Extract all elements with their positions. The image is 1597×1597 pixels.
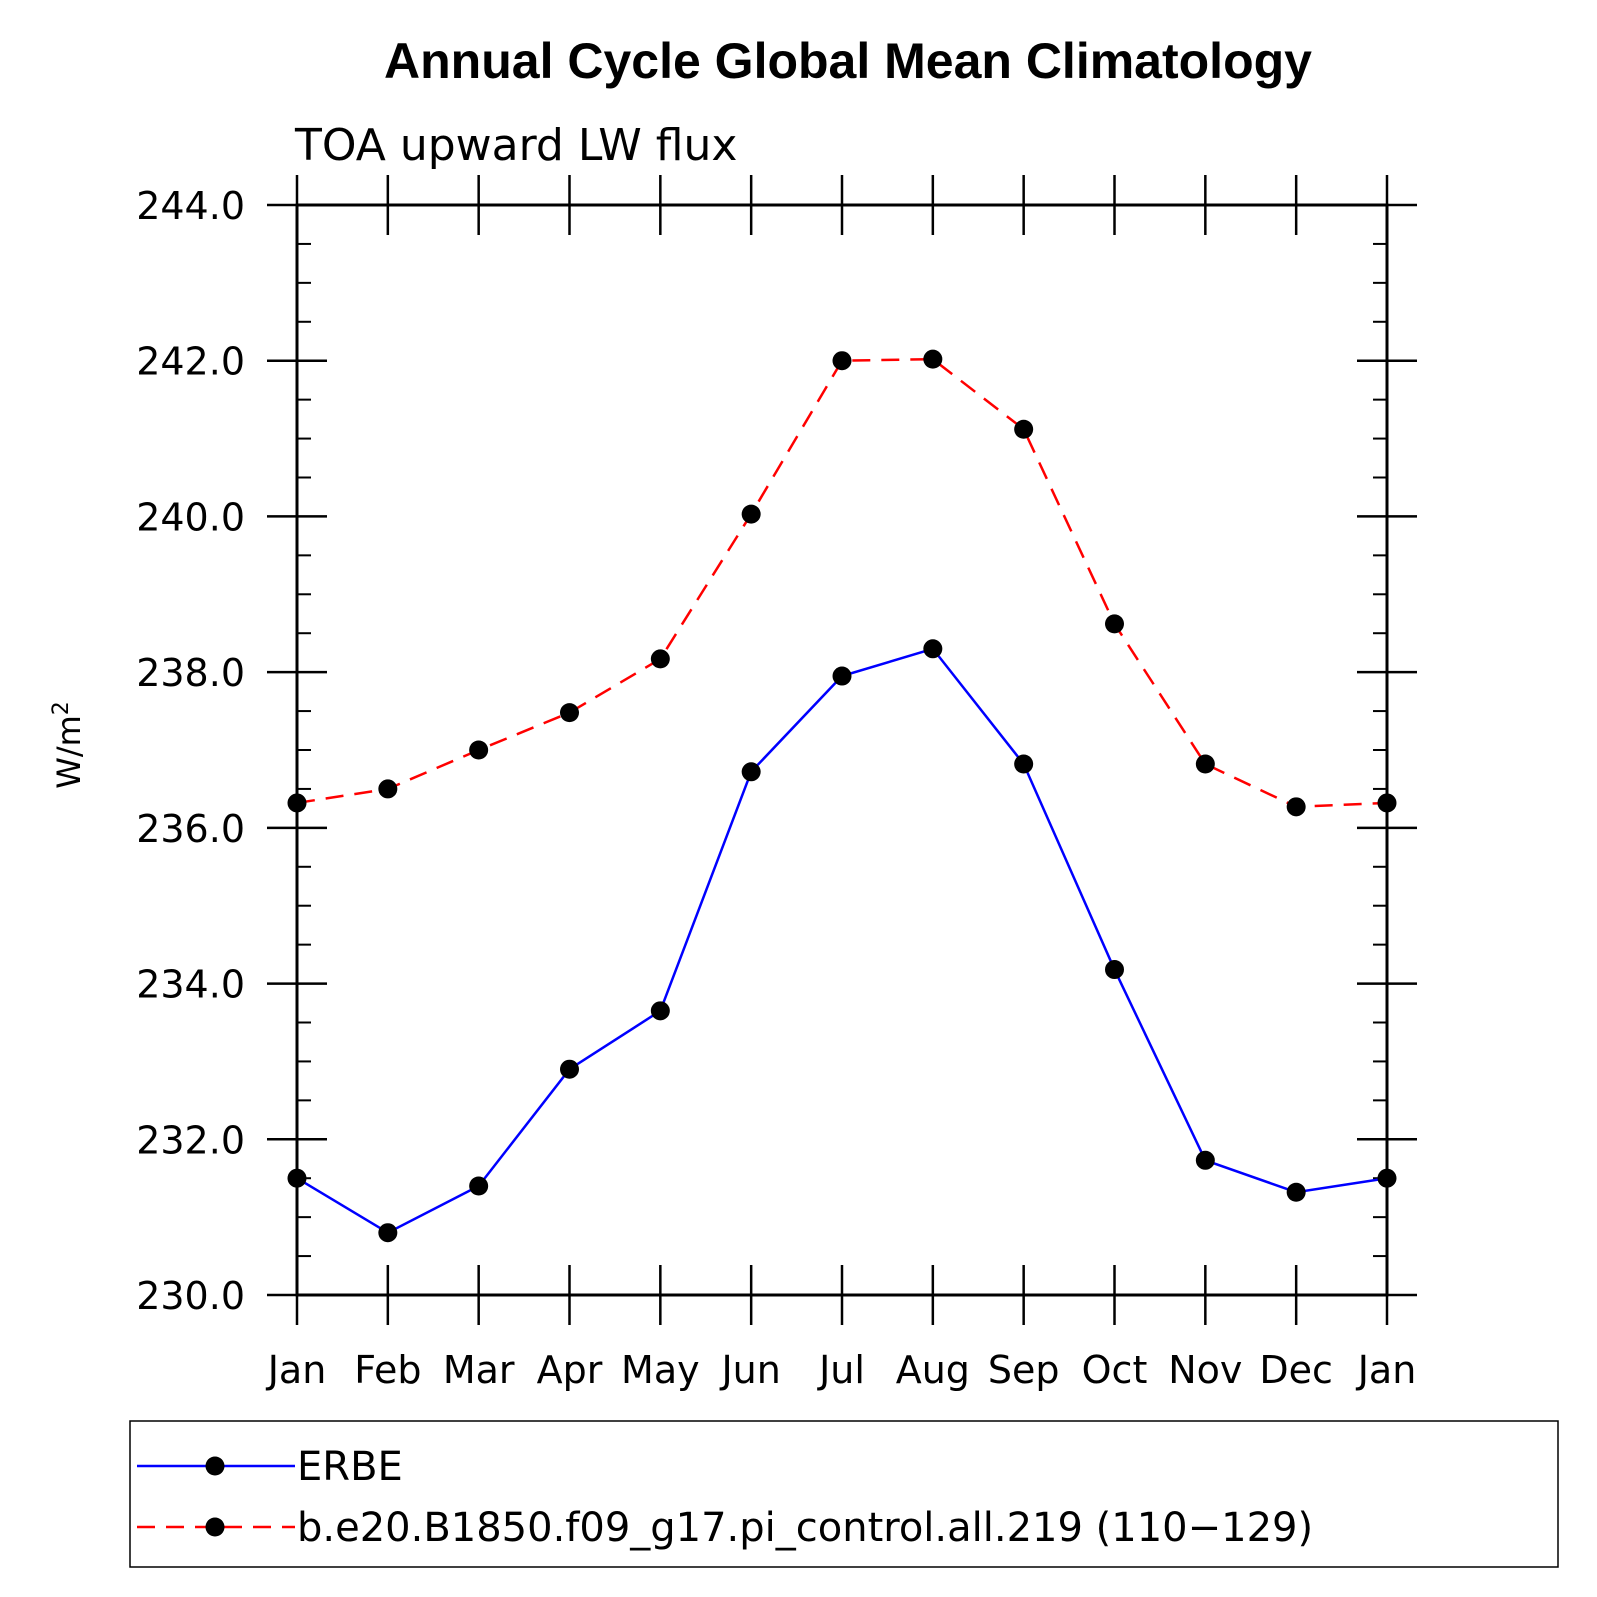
series-2-point xyxy=(923,349,943,369)
series-2-point xyxy=(1195,754,1215,774)
x-tick-label: Nov xyxy=(1168,1348,1242,1392)
series-1-point xyxy=(560,1059,579,1079)
y-tick-label: 238.0 xyxy=(136,651,245,695)
series-1-point xyxy=(650,1001,670,1021)
series-2-point xyxy=(469,740,489,760)
series-1-point xyxy=(1105,960,1124,980)
y-tick-label: 242.0 xyxy=(136,340,245,384)
series-line-1 xyxy=(296,647,1388,1235)
legend-marker-1 xyxy=(205,1456,225,1476)
series-1-point xyxy=(923,639,943,659)
x-tick-label: Jul xyxy=(817,1348,865,1392)
y-axis-label-base: W/m xyxy=(50,715,88,789)
legend-label-2: b.e20.B1850.f09_g17.pi_control.all.219 (… xyxy=(297,1505,1313,1551)
series-2-point xyxy=(378,779,398,799)
y-tick-label: 244.0 xyxy=(136,184,245,228)
series-2-point xyxy=(650,649,670,669)
series-1-point xyxy=(1014,754,1034,774)
series-2-point xyxy=(832,351,852,371)
x-tick-label: May xyxy=(621,1348,700,1392)
x-tick-label: Feb xyxy=(354,1348,421,1392)
series-1-point xyxy=(741,762,761,782)
y-axis-label-superscript: 2 xyxy=(49,701,74,715)
y-tick-label: 234.0 xyxy=(136,963,245,1007)
series-2-point xyxy=(1105,614,1124,634)
legend-label-1: ERBE xyxy=(297,1444,403,1490)
x-tick-label: Jun xyxy=(719,1348,780,1392)
x-tick-label: Dec xyxy=(1259,1348,1333,1392)
series-2-point xyxy=(1014,419,1034,439)
y-tick-label: 240.0 xyxy=(136,495,245,539)
legend-box xyxy=(129,1420,1559,1568)
series-2-point xyxy=(560,703,579,723)
series-1-point xyxy=(1195,1150,1215,1170)
y-tick-label: 230.0 xyxy=(136,1274,245,1318)
x-tick-label: Aug xyxy=(896,1348,970,1392)
y-axis-label: W/m2 xyxy=(49,701,88,789)
series-1-point xyxy=(1286,1182,1306,1202)
series-1-point xyxy=(469,1176,489,1196)
x-tick-label: Sep xyxy=(988,1348,1060,1392)
series-2-point xyxy=(741,504,761,524)
y-tick-label: 232.0 xyxy=(136,1118,245,1162)
chart-subtitle: TOA upward LW flux xyxy=(294,120,737,171)
legend-marker-2 xyxy=(205,1517,225,1537)
chart-title: Annual Cycle Global Mean Climatology xyxy=(384,33,1312,89)
series-2-point xyxy=(1286,797,1306,817)
series-line-2 xyxy=(296,357,1388,809)
x-tick-label: Apr xyxy=(537,1348,603,1392)
x-tick-label: Jan xyxy=(1356,1348,1417,1392)
x-tick-label: Jan xyxy=(266,1348,327,1392)
plot-frame xyxy=(295,203,1389,1297)
y-tick-label: 236.0 xyxy=(136,807,245,851)
x-tick-label: Oct xyxy=(1082,1348,1148,1392)
x-tick-label: Mar xyxy=(443,1348,515,1392)
series-1-point xyxy=(832,666,852,686)
series-1-point xyxy=(378,1223,398,1243)
